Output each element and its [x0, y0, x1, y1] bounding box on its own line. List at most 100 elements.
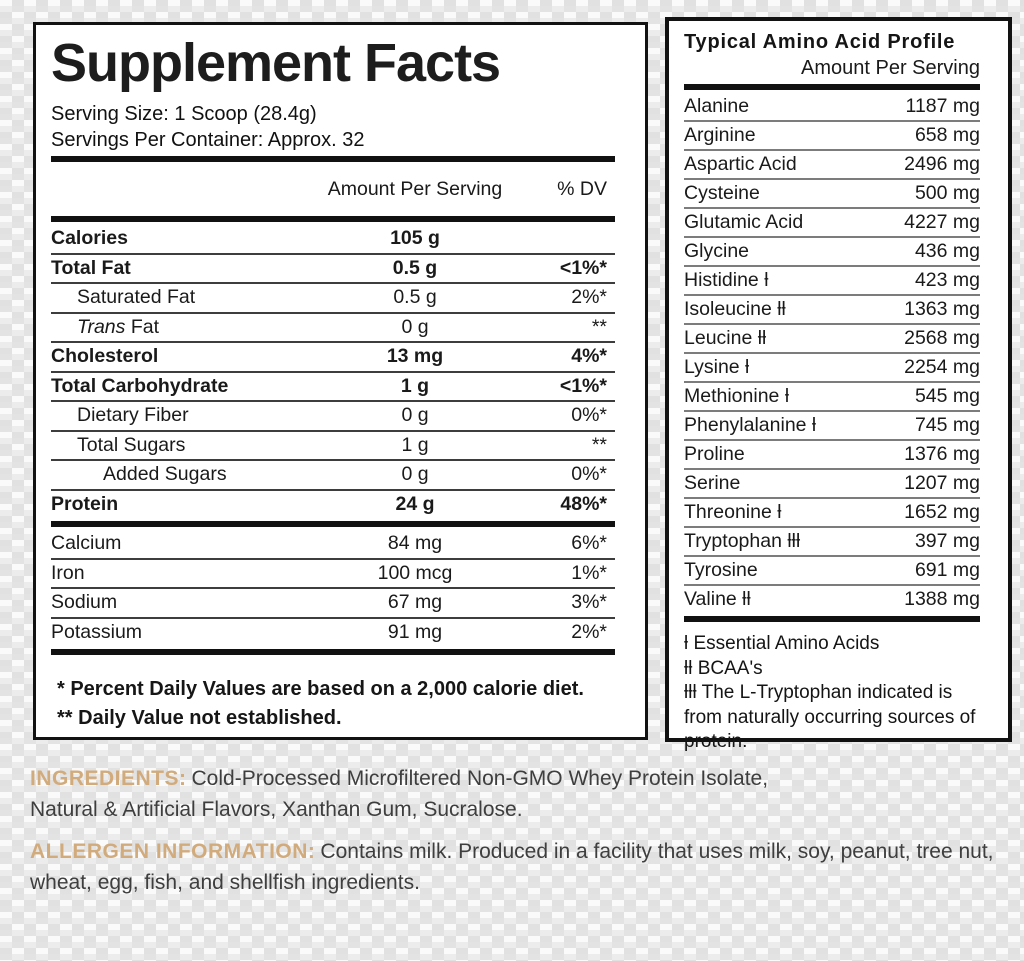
divider-thick	[684, 616, 980, 622]
footnote-line: ƚ Essential Amino Acids	[684, 633, 880, 654]
amino-acid-amount: 1652 mg	[904, 501, 980, 523]
nutrient-amount: 0.5 g	[393, 286, 437, 309]
amino-acid-name: Arginine	[684, 124, 756, 146]
nutrient-row: Saturated Fat 0.5 g 2%*	[51, 284, 615, 312]
divider-thin	[684, 265, 980, 267]
nutrient-amount: 91 mg	[387, 620, 443, 643]
divider-thin	[51, 341, 615, 343]
amino-acid-name: Isoleucine ƚƚ	[684, 298, 786, 320]
amino-acid-amount: 500 mg	[914, 182, 980, 204]
amino-acid-amount: 1363 mg	[904, 298, 980, 320]
amino-acid-row: Tyrosine 691 mg	[684, 557, 980, 584]
amino-acid-amount: 2254 mg	[904, 356, 980, 378]
divider-thin	[684, 526, 980, 528]
allergen-label: ALLERGEN INFORMATION:	[30, 840, 316, 863]
amino-acid-row: Glutamic Acid 4227 mg	[684, 209, 980, 236]
divider-thin	[684, 207, 980, 209]
nutrient-name: Added Sugars	[103, 463, 227, 486]
nutrient-amount: 100 mcg	[377, 561, 453, 584]
amino-acid-row: Proline 1376 mg	[684, 441, 980, 468]
divider-thin	[684, 410, 980, 412]
amino-acid-name: Proline	[684, 443, 745, 465]
nutrient-amount: 67 mg	[387, 591, 443, 614]
nutrient-row: Potassium 91 mg 2%*	[51, 619, 615, 647]
supplement-facts-title: Supplement Facts	[51, 33, 501, 93]
nutrient-dv: 3%*	[571, 591, 607, 614]
amino-acid-name: Phenylalanine ƚ	[684, 414, 817, 436]
allergen-body: Contains milk. Produced in a facility th…	[30, 840, 994, 894]
divider-thin	[684, 178, 980, 180]
nutrient-name: Calcium	[51, 532, 122, 555]
divider-thin	[684, 352, 980, 354]
nutrient-dv: **	[591, 315, 607, 338]
divider-thick	[51, 156, 615, 162]
amino-acid-name: Aspartic Acid	[684, 153, 797, 175]
divider-thin	[684, 120, 980, 122]
amino-acid-row: Cysteine 500 mg	[684, 180, 980, 207]
nutrient-dv: <1%*	[559, 374, 607, 397]
divider-thin	[51, 459, 615, 461]
nutrient-amount: 0 g	[401, 463, 429, 486]
amino-acid-name: Lysine ƚ	[684, 356, 750, 378]
nutrient-name: Saturated Fat	[77, 286, 196, 309]
nutrient-amount: 0 g	[401, 404, 429, 427]
nutrient-name: Total Fat	[51, 256, 131, 279]
divider-thin	[684, 555, 980, 557]
ingredients-body: Cold-Processed Microfiltered Non-GMO Whe…	[30, 767, 769, 821]
nutrient-amount: 24 g	[395, 492, 435, 515]
divider-thin	[684, 236, 980, 238]
footnote-line: ƚƚ BCAA's	[684, 657, 763, 679]
nutrient-amount: 0.5 g	[392, 256, 438, 279]
amino-acid-amount: 397 mg	[914, 530, 980, 552]
supplement-facts-panel: Supplement Facts Serving Size: 1 Scoop (…	[33, 22, 648, 740]
amino-acid-amount: 1388 mg	[904, 588, 980, 610]
amino-acid-row: Methionine ƚ 545 mg	[684, 383, 980, 410]
nutrient-name: Protein	[51, 492, 119, 515]
amino-acid-rows: Alanine 1187 mg Arginine 658 mg Aspartic Aci…	[684, 93, 980, 622]
nutrient-dv: 0%*	[571, 463, 607, 486]
amino-acid-name: Glutamic Acid	[684, 211, 804, 233]
nutrient-dv: **	[591, 433, 607, 456]
amino-acid-name: Cysteine	[684, 182, 760, 204]
amino-acid-name: Tyrosine	[684, 559, 758, 581]
nutrient-amount: 0 g	[401, 315, 429, 338]
servings-per-container: Servings Per Container: Approx. 32	[51, 129, 365, 151]
nutrient-row: Calcium 84 mg 6%*	[51, 530, 615, 558]
nutrient-amount: 84 mg	[387, 532, 443, 555]
nutrient-name: Dietary Fiber	[77, 404, 189, 427]
nutrient-row: Dietary Fiber 0 g 0%*	[51, 402, 615, 430]
ingredients-text: INGREDIENTS: Cold-Processed Microfiltered…	[30, 763, 830, 825]
divider-thin	[684, 497, 980, 499]
divider-thin	[51, 370, 615, 373]
amino-acid-row: Tryptophan ƚƚƚ 397 mg	[684, 528, 980, 555]
nutrient-dv: 4%*	[571, 345, 607, 368]
amino-profile-subtitle: Amount Per Serving	[801, 57, 980, 79]
footnote-line: ** Daily Value not established.	[57, 707, 342, 729]
amino-acid-row: Valine ƚƚ 1388 mg	[684, 586, 980, 613]
divider-thin	[51, 429, 615, 432]
nutrient-name: Total Sugars	[77, 433, 186, 456]
nutrient-amount: 105 g	[390, 227, 440, 250]
amino-acid-amount: 1187 mg	[905, 95, 980, 117]
nutrient-name: Sodium	[51, 591, 118, 614]
amino-acid-amount: 423 mg	[914, 269, 980, 291]
footnote-line: * Percent Daily Values are based on a 2,…	[57, 678, 584, 700]
nutrient-name: Potassium	[51, 620, 143, 643]
nutrient-row: Added Sugars 0 g 0%*	[51, 461, 615, 489]
nutrient-dv: 1%*	[571, 561, 607, 584]
amino-acid-name: Tryptophan ƚƚƚ	[684, 530, 801, 552]
amino-acid-amount: 1207 mg	[904, 472, 980, 494]
amino-acid-amount: 4227 mg	[904, 211, 980, 233]
nutrient-row: Total Sugars 1 g **	[51, 432, 615, 460]
nutrient-dv: 6%*	[571, 532, 607, 555]
nutrient-amount: 1 g	[400, 374, 430, 397]
divider-thin	[51, 557, 615, 560]
nutrient-name: Iron	[51, 561, 85, 584]
amino-acid-row: Leucine ƚƚ 2568 mg	[684, 325, 980, 352]
serving-size: Serving Size: 1 Scoop (28.4g)	[51, 103, 317, 125]
nutrient-row: Calories 105 g	[51, 225, 615, 253]
divider-thin	[684, 584, 980, 586]
amino-acid-row: Isoleucine ƚƚ 1363 mg	[684, 296, 980, 323]
amino-acid-row: Alanine 1187 mg	[684, 93, 980, 120]
